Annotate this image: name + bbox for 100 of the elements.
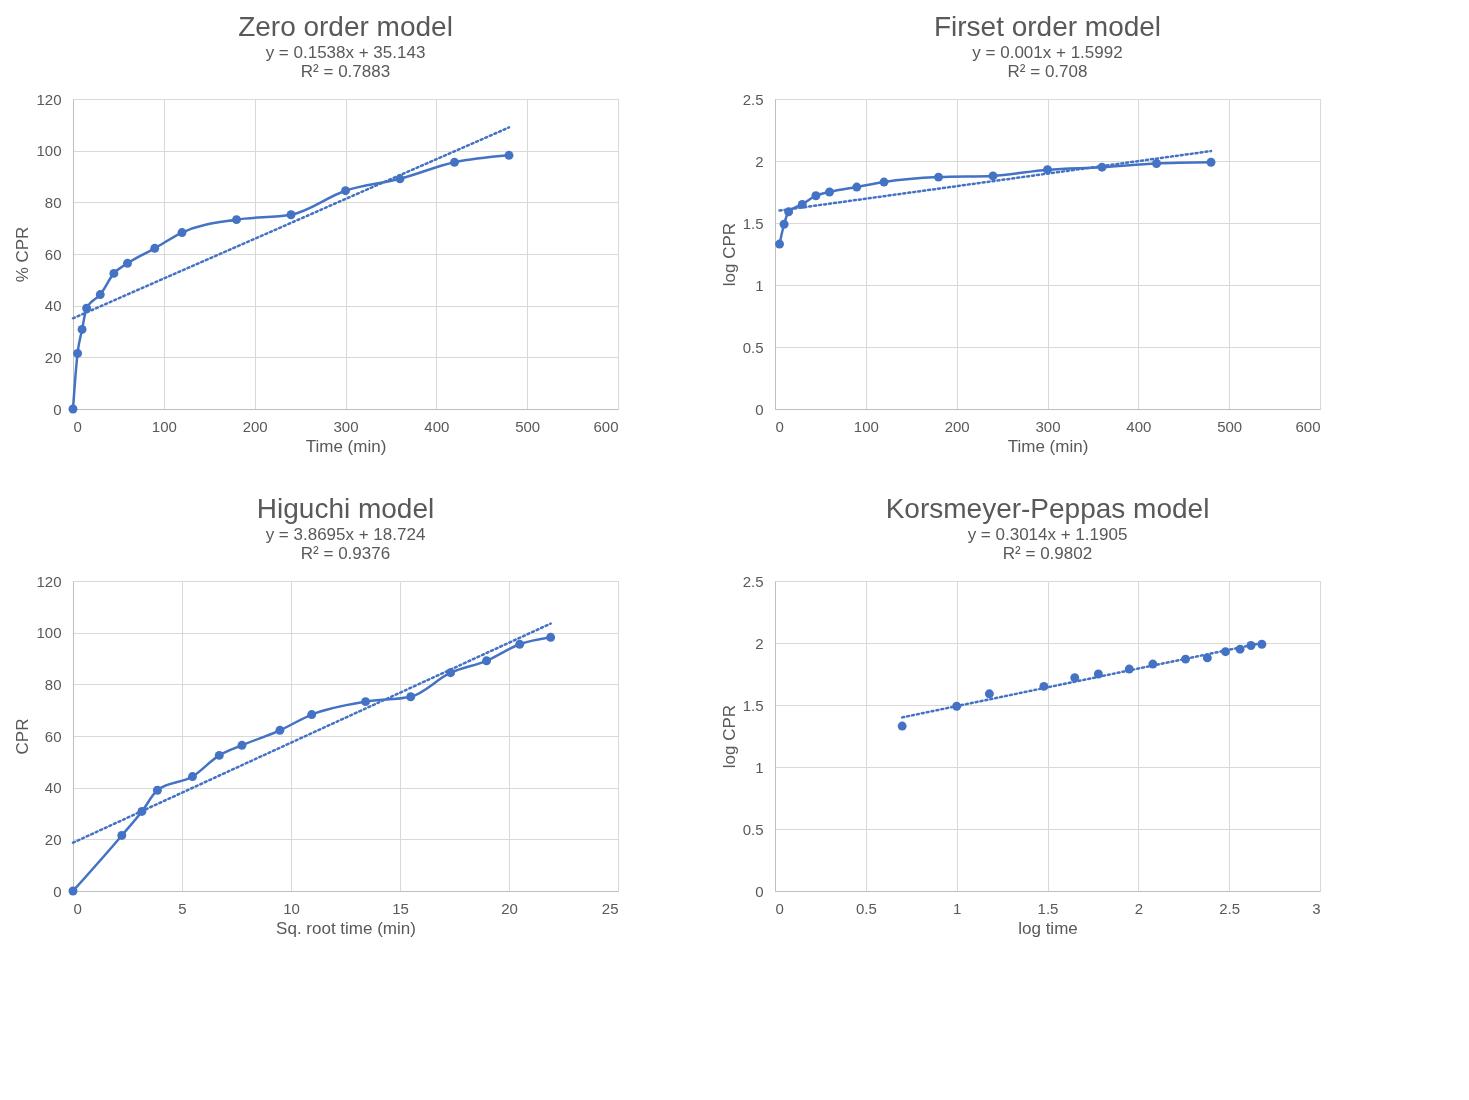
x-axis-title: Sq. root time (min) [276, 918, 416, 938]
point [811, 191, 821, 201]
x-tick-label: 1 [952, 899, 962, 917]
point [68, 404, 78, 414]
y-tick-label: 1.5 [742, 214, 764, 232]
text: R² = 0.7883 [300, 62, 391, 81]
y-tick-label: 0 [53, 882, 62, 900]
point [361, 697, 371, 707]
y-axis-title: log CPR [719, 222, 739, 287]
point [73, 349, 83, 358]
y-tick-label: 80 [44, 675, 62, 693]
y-tick-label: 60 [44, 245, 62, 263]
x-tick-label: 500 [1217, 417, 1243, 435]
x-tick-label: 5 [178, 899, 187, 917]
y-tick-label: 0 [755, 400, 764, 418]
point [1206, 157, 1216, 167]
y-tick-label: 2.5 [742, 90, 764, 108]
x-tick-label: 3 [1312, 899, 1321, 917]
x-tick-label: 0.5 [855, 899, 877, 917]
point [214, 750, 224, 760]
text: y = 3.8695x + 18.724 [265, 525, 426, 544]
text: R² = 0.9376 [300, 544, 391, 563]
y-tick-label: 60 [44, 727, 62, 745]
y-tick-label: 0 [755, 882, 764, 900]
point [988, 171, 998, 181]
y-tick-label: 120 [36, 90, 62, 108]
x-tick-label: 600 [593, 417, 619, 435]
point [123, 258, 132, 268]
x-tick-label: 0 [775, 417, 784, 435]
x-tick-label: 300 [1035, 417, 1061, 435]
x-axis-title: log time [1018, 918, 1078, 938]
point [77, 324, 87, 334]
text: R² = 0.708 [1007, 62, 1088, 81]
y-tick-label: 20 [44, 348, 62, 366]
text: y = 0.001x + 1.5992 [972, 43, 1123, 62]
y-tick-label: 0.5 [742, 338, 764, 356]
x-tick-label: 400 [1126, 417, 1152, 435]
point [775, 239, 785, 249]
x-tick-label: 1.5 [1037, 899, 1059, 917]
point [482, 656, 492, 666]
point [934, 172, 943, 182]
chart-title: Zero order model [238, 11, 453, 42]
point [897, 721, 907, 731]
point [95, 290, 105, 300]
x-tick-label: 2 [1134, 899, 1144, 917]
x-tick-label: 400 [424, 417, 450, 435]
x-tick-label: 20 [501, 899, 518, 917]
point [109, 268, 119, 278]
chart-title: Firset order model [933, 11, 1162, 42]
point [1152, 159, 1161, 168]
x-tick-label: 0 [73, 899, 82, 917]
x-tick-label: 15 [392, 899, 409, 917]
point [237, 740, 247, 750]
point [504, 150, 514, 160]
point [450, 157, 459, 167]
y-axis-title: % CPR [13, 226, 33, 283]
point [515, 639, 525, 649]
point [152, 785, 162, 795]
x-tick-label: 500 [515, 417, 541, 435]
y-tick-label: 120 [36, 572, 62, 590]
y-axis-title: CPR [13, 718, 33, 755]
y-tick-label: 2 [755, 152, 764, 170]
y-tick-label: 80 [44, 193, 62, 211]
x-tick-label: 200 [944, 417, 970, 435]
point [879, 177, 889, 187]
point [1043, 165, 1052, 175]
x-tick-label: 10 [283, 899, 300, 917]
point [779, 219, 789, 229]
y-tick-label: 2.5 [742, 572, 764, 590]
point [286, 210, 296, 220]
point [341, 186, 350, 196]
y-tick-label: 0 [53, 400, 62, 418]
x-tick-label: 300 [333, 417, 359, 435]
y-tick-label: 1.5 [742, 696, 764, 714]
point [406, 692, 416, 702]
point [852, 182, 862, 192]
x-axis-title: Time (min) [1007, 436, 1089, 456]
x-tick-label: 0 [73, 417, 82, 435]
point [275, 725, 285, 735]
y-tick-label: 40 [44, 779, 62, 797]
y-tick-label: 100 [36, 624, 62, 642]
text: R² = 0.9802 [1002, 544, 1093, 563]
chart-title: Higuchi model [256, 493, 435, 524]
y-tick-label: 40 [44, 297, 62, 315]
point [232, 215, 241, 225]
y-tick-label: 20 [44, 830, 62, 848]
x-tick-label: 100 [151, 417, 177, 435]
point [68, 886, 78, 896]
x-tick-label: 600 [1295, 417, 1321, 435]
text: y = 0.3014x + 1.1905 [967, 525, 1128, 544]
point [117, 831, 127, 840]
point [307, 710, 317, 720]
x-axis-title: Time (min) [305, 436, 387, 456]
y-tick-label: 1 [755, 758, 764, 776]
chart-title: Korsmeyer-Peppas model [885, 493, 1210, 524]
y-axis-title: log CPR [719, 704, 739, 769]
x-tick-label: 0 [775, 899, 784, 917]
y-tick-label: 0.5 [742, 820, 764, 838]
x-tick-label: 200 [242, 417, 268, 435]
point [825, 187, 834, 197]
